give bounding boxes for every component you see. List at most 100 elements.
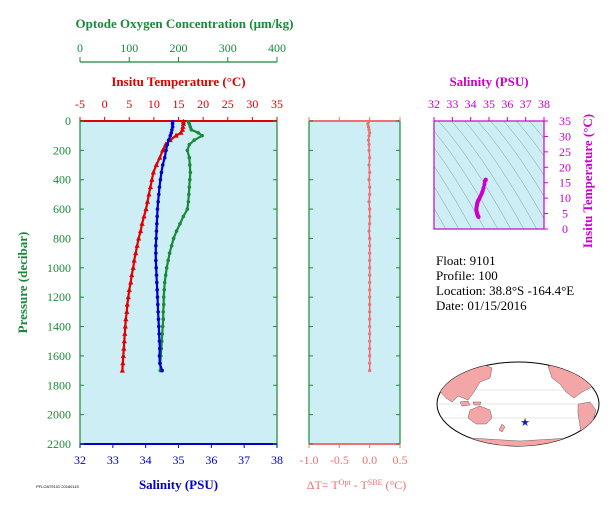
- oxygen-point: [188, 125, 193, 129]
- delta-point: [368, 244, 372, 248]
- delta-point: [368, 368, 372, 373]
- delta-point: [367, 148, 371, 152]
- delta-point: [367, 178, 371, 182]
- delta-point: [368, 170, 372, 174]
- land-islands: [459, 400, 471, 407]
- temperature-point: [119, 367, 125, 373]
- salinity-point: [155, 288, 159, 292]
- ts-y-tick-label: 10: [559, 191, 571, 205]
- temperature-point: [121, 345, 127, 351]
- salinity-tick-label: 32: [74, 453, 86, 467]
- delta-point: [368, 310, 372, 314]
- oxygen-tick-label: 200: [170, 41, 188, 55]
- pressure-tick-label: 1600: [47, 349, 71, 363]
- density-contour: [464, 121, 537, 229]
- pressure-tick-label: 800: [53, 231, 71, 245]
- oxygen-point: [189, 128, 194, 132]
- oxygen-point: [196, 130, 200, 135]
- info-profile: Profile: 100: [436, 268, 498, 283]
- temperature-point: [141, 213, 147, 219]
- temperature-point: [157, 154, 163, 160]
- oxygen-point: [169, 243, 174, 248]
- ts-y-tick-label: 25: [559, 145, 571, 159]
- ts-point: [476, 214, 481, 219]
- salinity-point: [169, 130, 174, 135]
- oxygen-point: [162, 288, 167, 292]
- profile-panel: 0200400600800100012001400160018002000220…: [15, 16, 293, 492]
- temperature-point: [143, 206, 149, 212]
- delta-point: [368, 251, 372, 255]
- oxygen-point: [186, 199, 191, 204]
- pressure-axis-title: Pressure (decibar): [15, 232, 30, 334]
- delta-point: [368, 288, 372, 292]
- ts-y-tick-label: 5: [562, 207, 568, 221]
- pressure-tick-label: 1000: [47, 261, 71, 275]
- temperature-point: [144, 198, 151, 204]
- delta-point: [366, 125, 371, 129]
- ts-x-tick-label: 37: [520, 97, 532, 111]
- info-location: Location: 38.8°S -164.4°E: [436, 283, 575, 298]
- delta-point: [368, 156, 372, 160]
- delta-point: [368, 222, 372, 226]
- pressure-tick-label: 0: [65, 114, 71, 128]
- pressure-tick-label: 2000: [47, 408, 71, 422]
- pressure-tick-label: 1400: [47, 320, 71, 334]
- salinity-point: [162, 155, 167, 160]
- oxygen-point: [192, 138, 197, 142]
- ts-y-tick-label: 0: [562, 222, 568, 236]
- oxygen-point: [187, 185, 192, 189]
- temperature-tick-label: 0: [102, 97, 108, 111]
- oxygen-point: [178, 221, 182, 226]
- salinity-point: [170, 128, 174, 132]
- temperature-point: [146, 191, 152, 197]
- oxygen-point: [188, 170, 193, 175]
- temperature-point: [134, 242, 140, 248]
- delta-point: [368, 131, 372, 135]
- salinity-point: [155, 221, 159, 226]
- salinity-point: [154, 236, 158, 241]
- salinity-point: [155, 280, 159, 285]
- temperature-tick-label: 35: [271, 97, 283, 111]
- pressure-tick-label: 600: [53, 202, 71, 216]
- float-location-marker: ★: [520, 417, 530, 429]
- oxygen-point: [161, 295, 166, 299]
- temperature-point: [160, 147, 166, 153]
- salinity-point: [154, 243, 158, 248]
- temperature-tick-label: 10: [148, 97, 160, 111]
- density-contour: [529, 121, 544, 139]
- temperature-point: [133, 250, 139, 256]
- density-contour: [434, 165, 472, 229]
- oxygen-point: [188, 177, 192, 182]
- location-map: ★: [436, 361, 600, 447]
- plot-background: [434, 121, 544, 229]
- delta-point: [368, 317, 372, 321]
- oxygen-tick-label: 0: [77, 41, 83, 55]
- ts-y-tick-label: 20: [559, 160, 571, 174]
- oxygen-point: [160, 324, 165, 329]
- density-contour: [434, 147, 485, 229]
- temperature-point: [129, 272, 135, 278]
- delta-point: [368, 280, 372, 285]
- delta-point: [368, 192, 372, 197]
- oxygen-point: [185, 148, 190, 153]
- delta-point: [366, 122, 370, 126]
- temperature-point: [139, 220, 145, 226]
- salinity-point: [156, 199, 160, 204]
- salinity-point: [154, 258, 158, 263]
- temperature-point: [178, 129, 184, 135]
- ts-x-tick-label: 36: [501, 97, 513, 111]
- delta-point: [368, 214, 372, 219]
- ts-x-tick-label: 34: [465, 97, 477, 111]
- land-islands: [472, 401, 482, 406]
- temperature-point: [130, 264, 136, 270]
- oxygen-point: [161, 317, 166, 322]
- temperature-point: [124, 308, 130, 314]
- delta-point: [366, 138, 371, 142]
- salinity-point: [155, 214, 159, 219]
- salinity-point: [156, 317, 161, 322]
- salinity-point: [157, 354, 162, 358]
- salinity-point: [154, 229, 159, 233]
- delta-point: [368, 346, 372, 351]
